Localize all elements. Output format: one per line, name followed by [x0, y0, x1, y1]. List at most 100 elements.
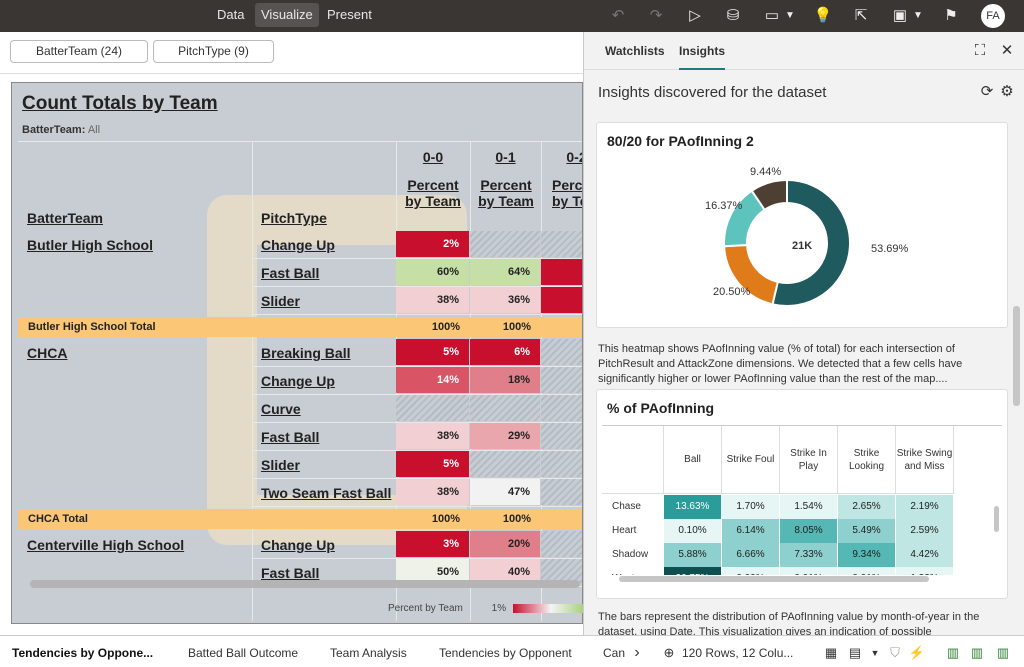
tab-tendencies-opponent[interactable]: Tendencies by Opponent [439, 646, 572, 660]
col-header-measure-1[interactable]: Percent by Team [478, 177, 534, 209]
comment-icon[interactable]: ▭ [764, 7, 780, 24]
row-label-pitch[interactable]: Two Seam Fast Ball [261, 485, 392, 501]
row-label-pitch[interactable]: Change Up [261, 237, 335, 253]
pivot-cell[interactable]: 36% [470, 287, 540, 313]
heatmap-cell[interactable]: 4.42% [896, 543, 954, 567]
pivot-cell[interactable] [541, 395, 582, 421]
filter-icon[interactable]: ⛉ [890, 645, 900, 660]
heatmap-cell[interactable]: 20.75% [664, 567, 722, 575]
row-label-pitch[interactable]: Slider [261, 457, 300, 473]
settings-sliders-icon[interactable]: ⚙ [1000, 83, 1014, 100]
heatmap-cell[interactable]: 1.54% [780, 495, 838, 519]
heatmap-cell[interactable]: 1.70% [722, 495, 780, 519]
add-icon[interactable]: ⊕ [663, 645, 675, 660]
pivot-cell[interactable] [541, 479, 582, 505]
heatmap-cell[interactable]: 0.01% [780, 567, 838, 575]
pivot-cell[interactable] [470, 395, 540, 421]
run-icon[interactable]: ▷ [689, 7, 701, 24]
layout-icon[interactable]: ▤ [848, 645, 862, 660]
panel-center-icon[interactable]: ▥ [970, 645, 984, 660]
pivot-cell[interactable]: 38% [396, 423, 469, 449]
save-icon[interactable]: ▣ [892, 7, 908, 24]
pivot-cell[interactable]: 5% [396, 451, 469, 477]
insight-card-donut[interactable]: 80/20 for PAofInning 2 21K 53.69% 20.50%… [596, 122, 1008, 328]
pivot-cell[interactable] [541, 451, 582, 477]
pivot-cell[interactable]: 47% [470, 479, 540, 505]
pivot-cell[interactable]: 20% [470, 531, 540, 557]
pivot-cell[interactable] [541, 231, 582, 257]
mode-visualize[interactable]: Visualize [255, 3, 319, 27]
pivot-cell[interactable] [396, 395, 469, 421]
heatmap-cell[interactable]: 0.10% [664, 519, 722, 543]
col-header-count-0[interactable]: 0-0 [422, 149, 444, 165]
undo-icon[interactable]: ↶ [611, 7, 625, 24]
pivot-cell[interactable] [541, 339, 582, 365]
pivot-cell[interactable] [541, 367, 582, 393]
panel-scrollbar[interactable] [1013, 306, 1020, 406]
col-header-measure-2[interactable]: Percent by Team [552, 177, 583, 209]
heatmap-cell[interactable]: 0.09% [722, 567, 780, 575]
col-header-batterteam[interactable]: BatterTeam [27, 210, 103, 226]
pivot-cell[interactable]: 2% [396, 231, 469, 257]
mode-present[interactable]: Present [327, 7, 372, 22]
panel-right-icon[interactable]: ▥ [996, 645, 1010, 660]
row-label-pitch[interactable]: Change Up [261, 537, 335, 553]
mode-data[interactable]: Data [217, 7, 245, 22]
refresh-icon[interactable]: ⟳ [980, 83, 994, 100]
heatmap-cell[interactable]: 1.32% [896, 567, 954, 575]
heatmap-cell[interactable]: 2.59% [896, 519, 954, 543]
tab-can[interactable]: Can [603, 646, 626, 660]
row-label-pitch[interactable]: Curve [261, 401, 301, 417]
horizontal-scrollbar[interactable] [30, 580, 580, 588]
avatar[interactable]: FA [981, 4, 1005, 28]
pivot-cell[interactable]: 29% [470, 423, 540, 449]
heatmap-cell[interactable]: 0.01% [838, 567, 896, 575]
heatmap-cell[interactable]: 13.63% [664, 495, 722, 519]
pivot-cell[interactable]: 60% [396, 259, 469, 285]
tab-tendencies-oppone[interactable]: Tendencies by Oppone... [12, 646, 154, 660]
col-header-measure-0[interactable]: Percent by Team [405, 177, 461, 209]
chevron-right-icon[interactable]: › [634, 644, 640, 661]
tab-team-analysis[interactable]: Team Analysis [330, 646, 407, 660]
pivot-cell[interactable] [541, 531, 582, 557]
tab-watchlists[interactable]: Watchlists [605, 44, 665, 58]
pivot-cell[interactable] [470, 451, 540, 477]
export-icon[interactable]: ⇱ [854, 7, 868, 24]
close-icon[interactable]: ✕ [1000, 42, 1014, 59]
tab-insights[interactable]: Insights [679, 44, 726, 70]
row-label-team[interactable]: Butler High School [27, 237, 153, 253]
pivot-cell[interactable]: 4 [541, 259, 582, 285]
heatmap-hscroll[interactable] [619, 576, 929, 582]
grid-icon[interactable]: ▦ [824, 645, 838, 660]
chevron-down-icon[interactable]: ▼ [870, 648, 880, 658]
row-label-pitch[interactable]: Fast Ball [261, 265, 320, 281]
pivot-cell[interactable] [541, 423, 582, 449]
heatmap-cell[interactable]: 9.34% [838, 543, 896, 567]
col-header-count-1[interactable]: 0-1 [495, 149, 516, 165]
refresh-data-icon[interactable]: ⛁ [726, 7, 740, 24]
redo-icon[interactable]: ↷ [649, 7, 663, 24]
heatmap-cell[interactable]: 6.66% [722, 543, 780, 567]
heatmap-cell[interactable]: 5.88% [664, 543, 722, 567]
heatmap-cell[interactable]: 7.33% [780, 543, 838, 567]
pivot-cell[interactable]: 18% [470, 367, 540, 393]
bookmark-icon[interactable]: ⚑ [944, 7, 958, 24]
donut-slice-3[interactable] [750, 178, 788, 212]
row-label-pitch[interactable]: Slider [261, 293, 300, 309]
expand-icon[interactable]: ⛶ [974, 42, 986, 59]
heatmap-vscroll[interactable] [994, 506, 999, 532]
donut-slice-0[interactable] [771, 178, 851, 307]
pivot-cell[interactable]: 5 [541, 287, 582, 313]
panel-left-icon[interactable]: ▥ [946, 645, 960, 660]
row-label-pitch[interactable]: Fast Ball [261, 429, 320, 445]
row-label-pitch[interactable]: Fast Ball [261, 565, 320, 581]
pivot-cell[interactable]: 5% [396, 339, 469, 365]
col-header-pitchtype[interactable]: PitchType [261, 210, 327, 226]
chevron-down-icon[interactable]: ▼ [785, 10, 795, 21]
pivot-cell[interactable]: 14% [396, 367, 469, 393]
pivot-cell[interactable]: 64% [470, 259, 540, 285]
filter-pill-pitchtype[interactable]: PitchType (9) [153, 40, 274, 63]
row-label-pitch[interactable]: Change Up [261, 373, 335, 389]
tab-batted-ball-outcome[interactable]: Batted Ball Outcome [188, 646, 299, 660]
row-label-team[interactable]: CHCA [27, 345, 68, 361]
